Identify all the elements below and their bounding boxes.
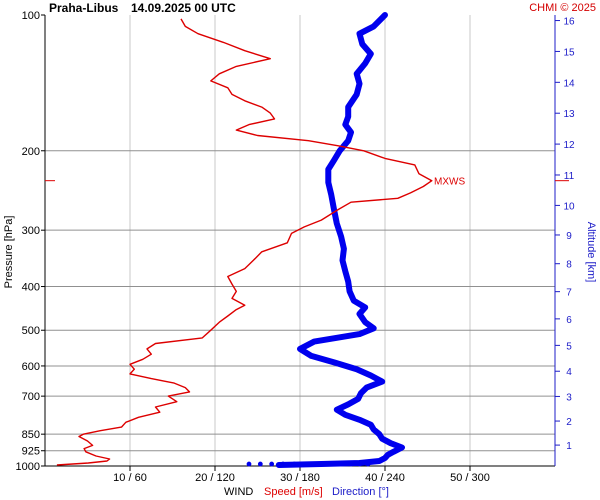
wind-tick-label: 30 / 180: [280, 472, 320, 484]
pressure-tick-label: 1000: [16, 461, 40, 473]
altitude-tick-label: 1: [566, 441, 572, 452]
pressure-tick-label: 600: [22, 361, 40, 373]
wind-tick-labels: 10 / 60 20 / 120 30 / 180 40 / 240 50 / 300: [113, 466, 490, 484]
direction-surface-dot: [303, 461, 309, 467]
direction-surface-dot: [348, 461, 354, 467]
altitude-tick-label: 3: [566, 392, 572, 403]
altitude-tick-label: 7: [566, 288, 572, 299]
direction-surface-dot: [314, 461, 320, 467]
speed-line: [56, 18, 433, 466]
wind-tick-label: 40 / 240: [365, 472, 405, 484]
altitude-tick-label: 12: [563, 140, 575, 151]
direction-surface-dot: [325, 461, 331, 467]
wind-tick-label: 10 / 60: [113, 472, 147, 484]
date-title: 14.09.2025 00 UTC: [131, 1, 236, 15]
pressure-tick-label: 200: [22, 146, 40, 158]
altitude-tick-label: 9: [566, 231, 572, 242]
direction-surface-dot: [357, 461, 362, 467]
altitude-tick-label: 13: [563, 109, 575, 120]
altitude-tick-label: 5: [566, 341, 572, 352]
pressure-tick-label: 500: [22, 325, 40, 337]
altitude-tick-label: 10: [563, 201, 575, 212]
altitude-tick-label: 6: [566, 315, 572, 326]
direction-surface-dot: [337, 461, 343, 467]
direction-surface-dot: [269, 461, 275, 467]
pressure-axis-label: Pressure [hPa]: [3, 216, 15, 289]
wind-tick-label: 50 / 300: [450, 472, 490, 484]
station-title: Praha-Libus: [49, 1, 119, 15]
pressure-tick-label: 300: [22, 225, 40, 237]
direction-series: [246, 12, 405, 468]
pressure-grid-lines: [45, 150, 555, 452]
direction-surface-dot: [280, 461, 286, 467]
direction-surface-dot: [246, 461, 252, 467]
wind-label: WIND: [224, 486, 253, 498]
direction-surface-dot: [365, 461, 371, 467]
speed-legend: Speed [m/s]: [264, 486, 323, 498]
pressure-tick-labels: 100 200 300 400 500 600 700 850 925 1000: [16, 10, 45, 473]
altitude-axis-label: Altitude [km]: [585, 222, 597, 283]
copyright: CHMI © 2025: [529, 2, 596, 14]
pressure-tick-label: 925: [22, 446, 40, 458]
pressure-tick-label: 100: [22, 10, 40, 22]
pressure-tick-label: 850: [22, 429, 40, 441]
pressure-tick-label: 400: [22, 282, 40, 294]
altitude-tick-label: 16: [563, 17, 575, 28]
direction-surface-dot: [291, 461, 297, 467]
speed-series: [56, 18, 433, 466]
direction-legend: Direction [°]: [332, 486, 389, 498]
direction-line: [275, 12, 405, 468]
max-wind-label: MXWS: [434, 177, 465, 188]
wind-grid-lines: [129, 15, 471, 466]
wind-tick-label: 20 / 120: [195, 472, 235, 484]
altitude-tick-label: 11: [564, 171, 575, 182]
altitude-tick-label: 2: [566, 417, 572, 428]
pressure-tick-label: 700: [22, 391, 40, 403]
direction-surface-dot: [257, 461, 263, 467]
altitude-tick-label: 14: [563, 78, 575, 89]
altitude-tick-label: 15: [563, 47, 575, 58]
altitude-tick-label: 4: [566, 367, 572, 378]
altitude-tick-label: 8: [566, 260, 572, 271]
max-wind-marker: MXWS: [45, 177, 569, 188]
